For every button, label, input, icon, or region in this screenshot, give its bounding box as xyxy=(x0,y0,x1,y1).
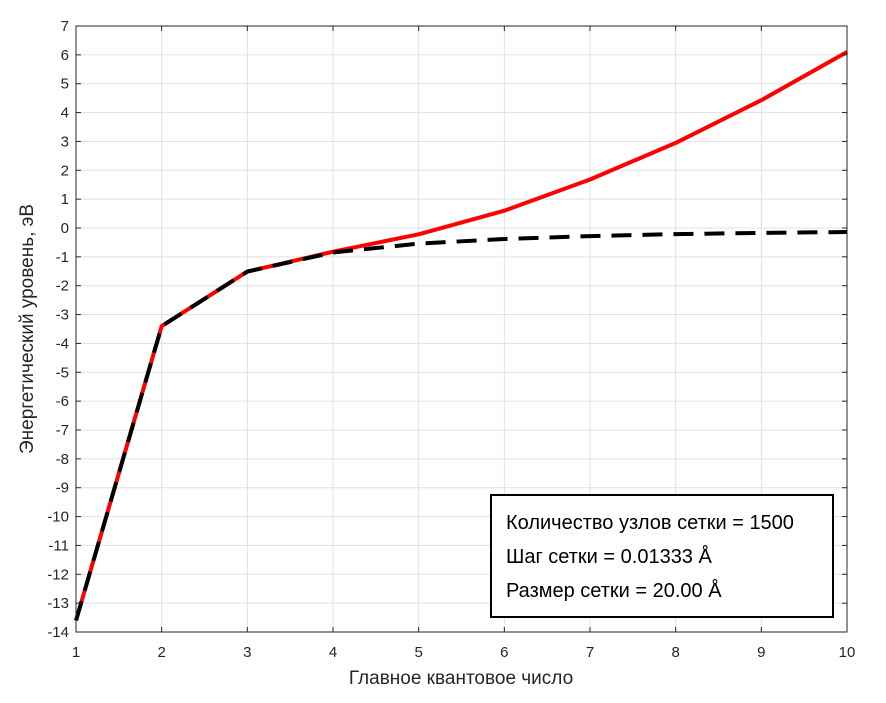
info-box-line-size: Размер сетки = 20.00 Å xyxy=(506,579,722,602)
y-tick-label: -10 xyxy=(47,509,69,526)
info-box-frame xyxy=(490,494,834,618)
x-tick-label: 1 xyxy=(72,644,80,661)
y-tick-label: -8 xyxy=(56,451,69,468)
y-tick-label: 4 xyxy=(61,105,69,122)
y-tick-label: -11 xyxy=(48,537,69,554)
series-line-dashed xyxy=(74,230,848,622)
x-tick-label: 2 xyxy=(157,644,165,661)
y-tick-label: 1 xyxy=(61,191,69,208)
x-tick-label: 5 xyxy=(414,644,422,661)
y-axis-ticks: -14-13-12-11-10-9-8-7-6-5-4-3-2-10123456… xyxy=(47,18,847,641)
x-tick-label: 4 xyxy=(329,644,337,661)
x-tick-label: 9 xyxy=(757,644,765,661)
y-tick-label: -4 xyxy=(56,335,69,352)
y-tick-label: 5 xyxy=(61,76,69,93)
y-tick-label: -1 xyxy=(56,249,69,266)
y-tick-label: -2 xyxy=(56,278,69,295)
y-tick-label: 6 xyxy=(61,47,69,64)
info-box: Количество узлов сетки = 1500 Шаг сетки … xyxy=(490,494,834,618)
y-tick-label: 7 xyxy=(61,18,69,35)
x-tick-label: 7 xyxy=(586,644,594,661)
y-axis-title: Энергетический уровень, эВ xyxy=(17,204,38,454)
plot-frame xyxy=(75,25,848,633)
y-tick-label: -3 xyxy=(56,307,69,324)
info-box-line-step: Шаг сетки = 0.01333 Å xyxy=(506,545,712,568)
y-tick-label: 2 xyxy=(61,162,69,179)
x-tick-label: 10 xyxy=(839,644,856,661)
x-axis-ticks: 1 2 3 4 5 6 7 8 9 10 xyxy=(72,26,856,661)
x-tick-label: 3 xyxy=(243,644,251,661)
y-tick-label: -13 xyxy=(47,595,69,612)
y-tick-label: -5 xyxy=(56,364,69,381)
y-tick-label: 0 xyxy=(61,220,69,237)
y-tick-label: -14 xyxy=(47,624,69,641)
series-layer xyxy=(74,50,848,622)
y-tick-label: -9 xyxy=(56,480,69,497)
y-tick-label: -12 xyxy=(47,566,69,583)
x-tick-label: 8 xyxy=(671,644,679,661)
y-tick-label: -6 xyxy=(56,393,69,410)
y-tick-label: -7 xyxy=(56,422,69,439)
x-tick-label: 6 xyxy=(500,644,508,661)
x-axis-title: Главное квантовое число xyxy=(349,668,573,689)
y-tick-label: 3 xyxy=(61,133,69,150)
info-box-line-nodes: Количество узлов сетки = 1500 xyxy=(506,512,794,534)
